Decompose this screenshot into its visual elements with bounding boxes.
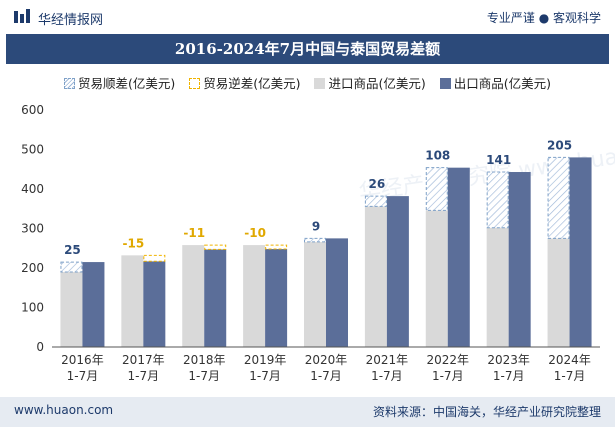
- export-bar: [265, 249, 288, 347]
- legend-item-export: 出口商品(亿美元): [439, 73, 551, 92]
- balance-label: 9: [312, 219, 320, 233]
- x-tick-label-line: 1-7月: [432, 369, 464, 383]
- import-bar: [547, 238, 570, 347]
- import-bar: [304, 241, 326, 347]
- x-tick-label: 2023年 1-7月: [487, 353, 530, 383]
- import-bar: [243, 245, 266, 347]
- surplus-bar: [364, 195, 387, 207]
- export-bar: [386, 196, 409, 347]
- import-bar: [364, 206, 387, 347]
- legend-label-import: 进口商品(亿美元): [328, 76, 426, 91]
- surplus-bar: [304, 237, 326, 243]
- export-swatch-icon: [439, 78, 451, 89]
- legend-label-surplus: 贸易顺差(亿美元): [77, 76, 176, 91]
- x-tick-label-line: 2019年: [244, 353, 287, 367]
- y-tick-label: 0: [36, 340, 44, 354]
- x-tick-label: 2019年 1-7月: [244, 353, 287, 383]
- balance-label: 25: [64, 243, 81, 257]
- x-tick-label: 2016年 1-7月: [61, 353, 104, 383]
- x-tick-label-line: 2020年: [305, 353, 348, 367]
- deficit-bar: [143, 254, 166, 262]
- surplus-bar: [60, 261, 83, 273]
- export-bar: [143, 261, 166, 347]
- deficit-bar: [204, 244, 227, 250]
- y-tick-label: 600: [21, 103, 44, 117]
- footer-url[interactable]: www.huaon.com: [14, 403, 114, 417]
- export-bar: [82, 262, 105, 347]
- footer: www.huaon.com 资料来源：中国海关，华经产业研究院整理: [0, 397, 615, 427]
- x-tick-label-line: 1-7月: [249, 369, 281, 383]
- x-tick-label-line: 2024年: [548, 353, 591, 367]
- footer-source: 资料来源：中国海关，华经产业研究院整理: [372, 405, 601, 419]
- y-tick-label: 500: [21, 143, 44, 157]
- export-bar: [326, 238, 348, 347]
- deficit-bar: [265, 244, 288, 250]
- y-tick-label: 300: [21, 222, 44, 236]
- surplus-swatch-icon: [63, 78, 75, 89]
- bar-chart: 华经产业研究院 www.huaon.com 25-15-11-109261081…: [21, 103, 615, 383]
- import-bar: [60, 271, 83, 347]
- legend-item-surplus: 贸易顺差(亿美元): [63, 73, 176, 92]
- surplus-bar: [547, 156, 570, 239]
- export-bar: [447, 167, 470, 347]
- balance-label: 108: [425, 149, 450, 163]
- tagline: 专业严谨 ● 客观科学: [486, 11, 601, 25]
- surplus-bar: [425, 167, 448, 211]
- import-bar: [121, 255, 144, 347]
- export-bar: [569, 157, 592, 347]
- x-tick-label-line: 1-7月: [554, 369, 586, 383]
- brand-name: 华经情报网: [38, 13, 104, 28]
- x-tick-label: 2024年 1-7月: [548, 353, 591, 383]
- logo-icon: [14, 9, 30, 23]
- x-tick-label: 2020年 1-7月: [305, 353, 348, 383]
- x-tick-label-line: 2018年: [183, 353, 226, 367]
- deficit-swatch-icon: [189, 78, 201, 89]
- x-tick-label-line: 2023年: [487, 353, 530, 367]
- x-tick-label-line: 1-7月: [493, 369, 525, 383]
- x-tick-label-line: 1-7月: [188, 369, 220, 383]
- balance-label: -11: [183, 226, 205, 240]
- legend-item-import: 进口商品(亿美元): [314, 73, 426, 92]
- x-tick-label-line: 1-7月: [371, 369, 403, 383]
- legend-label-deficit: 贸易逆差(亿美元): [203, 76, 301, 91]
- x-tick-label-line: 2017年: [122, 353, 165, 367]
- balance-label: 26: [369, 177, 386, 191]
- legend-label-export: 出口商品(亿美元): [453, 76, 551, 91]
- x-tick-label-line: 2016年: [61, 353, 104, 367]
- y-tick-label: 200: [21, 261, 44, 275]
- x-tick-label-line: 2022年: [427, 353, 470, 367]
- top-bar: 华经情报网 专业严谨 ● 客观科学: [0, 0, 615, 34]
- x-tick-label-line: 2021年: [366, 353, 409, 367]
- chart-title: 2016-2024年7月中国与泰国贸易差额: [6, 34, 609, 64]
- legend-item-deficit: 贸易逆差(亿美元): [189, 73, 301, 92]
- import-bar: [486, 227, 509, 347]
- y-tick-label: 400: [21, 182, 44, 196]
- balance-label: -10: [244, 226, 266, 240]
- export-bar: [204, 249, 227, 347]
- balance-label: 205: [547, 138, 572, 152]
- import-swatch-icon: [314, 78, 326, 89]
- legend: 贸易顺差(亿美元) 贸易逆差(亿美元) 进口商品(亿美元) 出口商品(亿美元): [0, 73, 615, 91]
- x-tick-label-line: 1-7月: [67, 369, 99, 383]
- x-tick-label: 2022年 1-7月: [427, 353, 470, 383]
- x-tick-label-line: 1-7月: [128, 369, 160, 383]
- surplus-bar: [486, 171, 509, 229]
- y-tick-label: 100: [21, 301, 44, 315]
- import-bar: [425, 210, 448, 347]
- x-tick-label-line: 1-7月: [310, 369, 342, 383]
- x-tick-label: 2021年 1-7月: [366, 353, 409, 383]
- x-tick-label: 2018年 1-7月: [183, 353, 226, 383]
- export-bar: [508, 172, 531, 347]
- import-bar: [182, 245, 205, 347]
- balance-label: -15: [122, 236, 144, 250]
- balance-label: 141: [486, 153, 511, 167]
- x-tick-label: 2017年 1-7月: [122, 353, 165, 383]
